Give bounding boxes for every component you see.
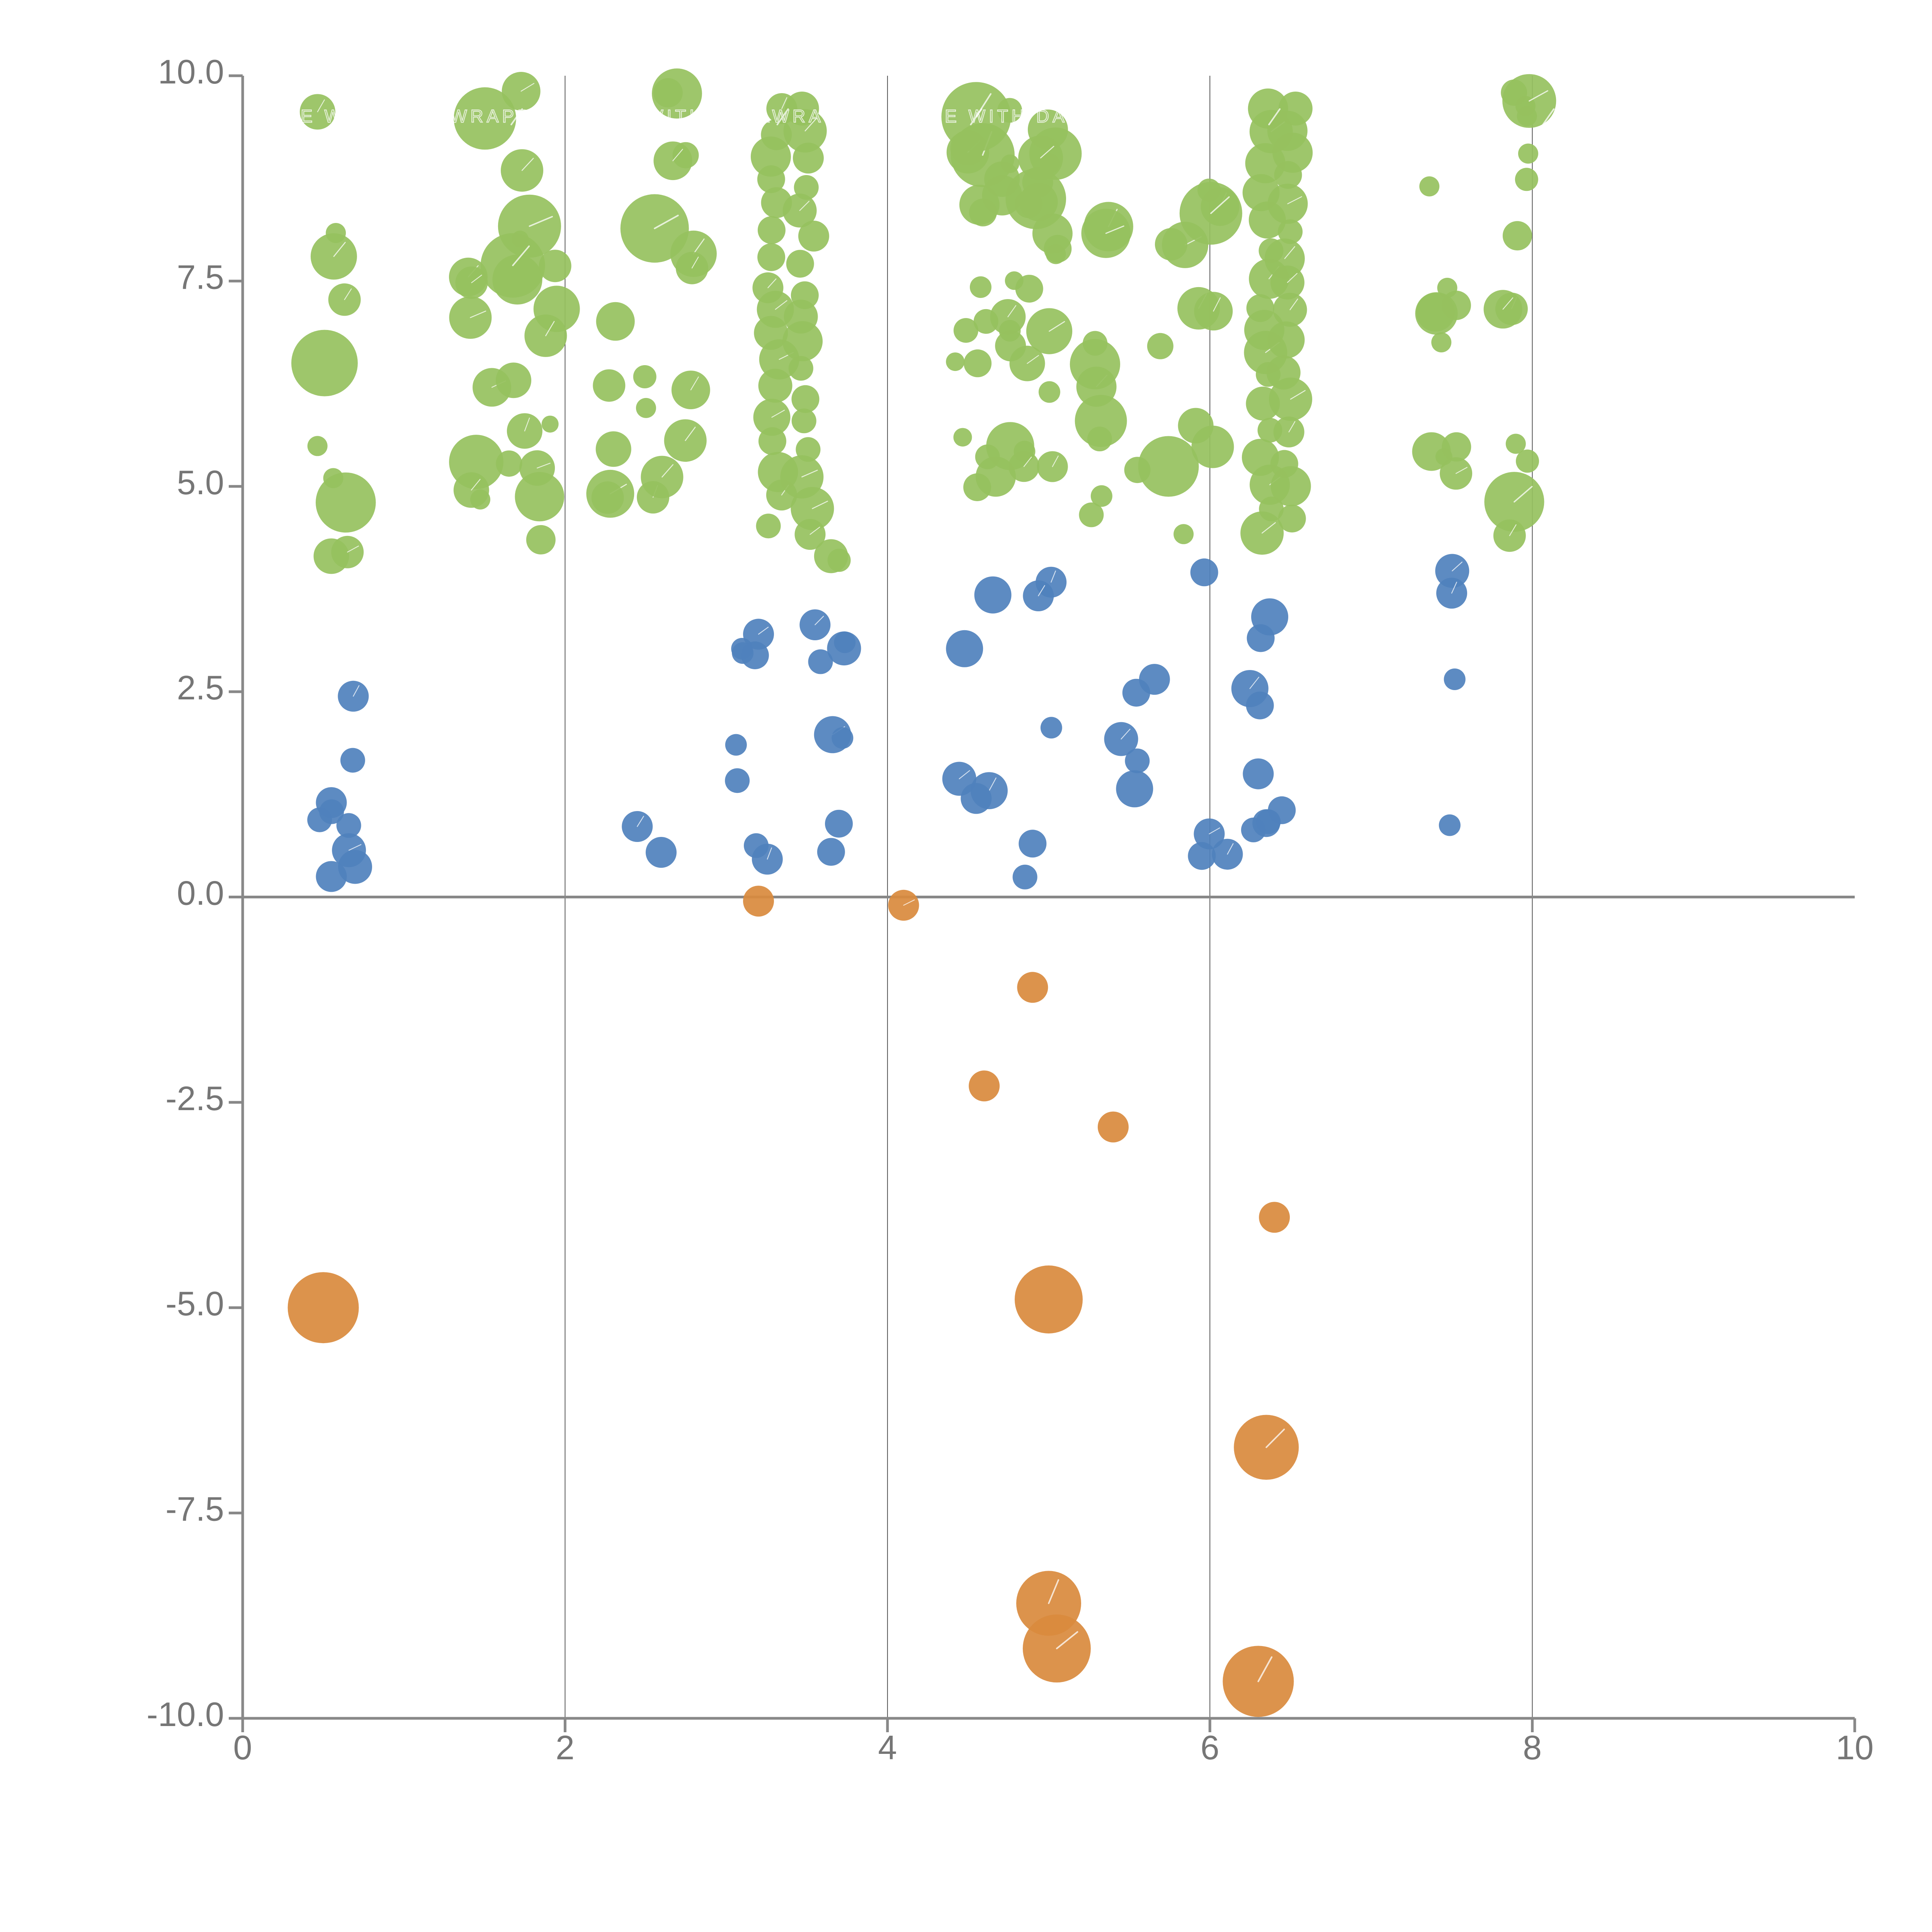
svg-text:-7.5: -7.5 xyxy=(165,1490,224,1528)
svg-text:MADE WITH DATAWRAPPER MADE W: MADE WITH DATAWRAPPER MADE WITH DATAWRAP… xyxy=(251,106,1209,126)
svg-text:-5.0: -5.0 xyxy=(165,1284,224,1323)
svg-text:-10.0: -10.0 xyxy=(146,1695,224,1733)
svg-text:8: 8 xyxy=(1523,1728,1542,1767)
svg-text:10: 10 xyxy=(1836,1728,1874,1767)
svg-text:7.5: 7.5 xyxy=(177,258,224,296)
svg-text:0.0: 0.0 xyxy=(177,874,224,912)
svg-text:0: 0 xyxy=(233,1728,252,1767)
svg-text:2.5: 2.5 xyxy=(177,668,224,707)
svg-text:5.0: 5.0 xyxy=(177,463,224,502)
svg-text:2: 2 xyxy=(556,1728,575,1767)
svg-text:10.0: 10.0 xyxy=(158,53,224,91)
svg-text:4: 4 xyxy=(878,1728,897,1767)
svg-text:6: 6 xyxy=(1201,1728,1219,1767)
svg-text:-2.5: -2.5 xyxy=(165,1079,224,1117)
